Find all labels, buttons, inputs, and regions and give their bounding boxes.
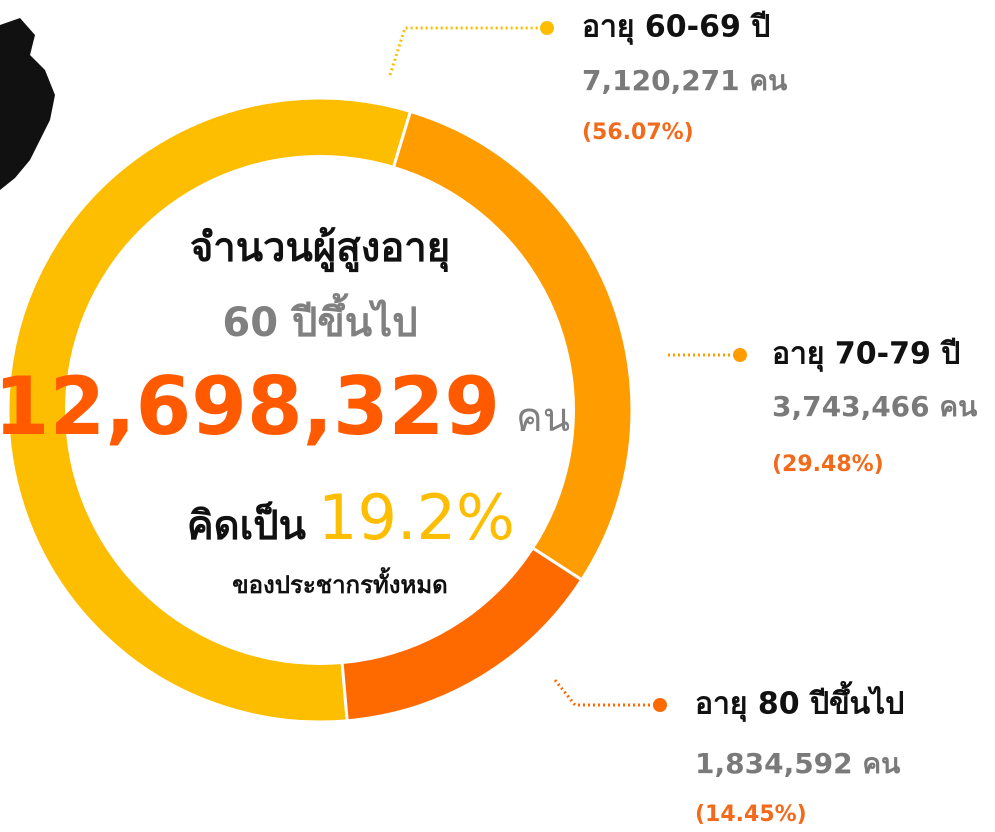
center-title: จำนวนผู้สูงอายุ	[190, 225, 450, 273]
leader-dot	[653, 698, 667, 712]
center-unit: คน	[516, 395, 570, 441]
count-label: 3,743,466 คน	[772, 390, 977, 423]
donut-hole	[65, 155, 575, 665]
share-note: ของประชากรทั้งหมด	[232, 566, 448, 599]
leader-dot	[540, 21, 554, 35]
share-value: 19.2%	[318, 481, 515, 554]
leader-line	[553, 679, 660, 707]
count-label: 1,834,592 คน	[695, 747, 900, 780]
legend-label: อายุ 80 ปีขึ้นไป	[695, 681, 904, 723]
percent-label: (56.07%)	[582, 120, 694, 145]
percent-label: (14.45%)	[695, 802, 807, 827]
share-prefix: คิดเป็น	[187, 500, 306, 549]
legend-label: อายุ 60-69 ปี	[582, 10, 770, 46]
count-label: 7,120,271 คน	[582, 64, 787, 97]
percent-label: (29.48%)	[772, 452, 884, 477]
center-total: 12,698,329	[0, 360, 500, 453]
map-shape	[0, 18, 55, 190]
center-subtitle: 60 ปีขึ้นไป	[222, 293, 417, 346]
legend-label: อายุ 70-79 ปี	[772, 337, 960, 373]
leader-line	[388, 26, 547, 76]
leader-dot	[733, 348, 747, 362]
